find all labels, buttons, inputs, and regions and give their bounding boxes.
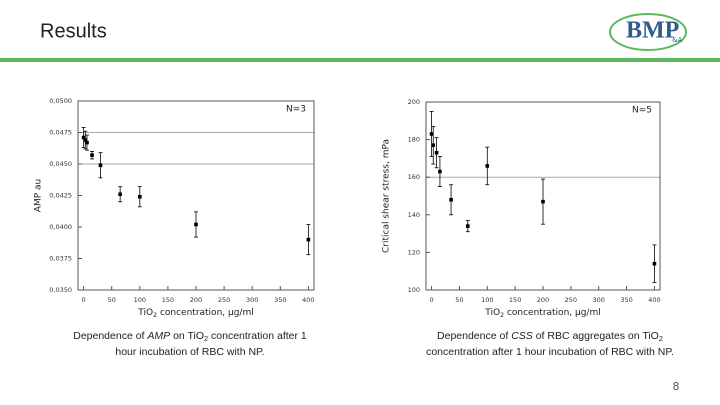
x-axis-title-part: TiO — [484, 308, 500, 318]
x-axis-title-part: concentration, μg/ml — [504, 308, 601, 318]
x-tick-label: 250 — [565, 296, 577, 304]
x-axis-title-part: 2 — [153, 312, 157, 319]
caption: hour incubation of RBC with NP. — [115, 346, 264, 358]
caption-part: 2 — [204, 334, 208, 343]
point — [434, 150, 439, 155]
title-rule — [0, 58, 720, 62]
x-tick-label: 0 — [82, 296, 86, 304]
x-tick-label: 300 — [246, 296, 258, 304]
caption-part: concentration after 1 hour incubation of… — [426, 346, 674, 358]
point — [465, 224, 470, 228]
y-tick-label: 120 — [408, 248, 420, 256]
y-axis-title: Critical shear stress, mPa — [382, 139, 392, 253]
y-tick-label: 0,0450 — [49, 160, 72, 168]
point — [85, 140, 89, 145]
caption-part: concentration after 1 — [208, 330, 307, 342]
y-tick-label: 0,0350 — [49, 286, 72, 294]
point — [81, 135, 86, 140]
caption-part: hour incubation of RBC with NP. — [115, 346, 264, 358]
y-tick-label: 0,0500 — [49, 97, 72, 105]
y-tick-label: 160 — [408, 173, 420, 181]
y-tick-label: 0,0400 — [49, 223, 72, 231]
y-tick-label: 0,0375 — [49, 255, 72, 263]
point — [118, 192, 122, 197]
x-tick-label: 50 — [108, 296, 116, 304]
logo: BMP — [626, 18, 679, 44]
point — [90, 153, 94, 157]
logo-suffix: &A — [672, 36, 682, 44]
x-tick-label: 100 — [481, 296, 493, 304]
point — [194, 222, 198, 227]
point — [138, 194, 142, 199]
y-tick-label: 100 — [408, 286, 420, 294]
x-tick-label: 50 — [455, 296, 463, 304]
y-tick-label: 200 — [408, 98, 420, 106]
caption: concentration after 1 hour incubation of… — [426, 346, 674, 358]
x-tick-label: 350 — [274, 296, 286, 304]
x-tick-label: 100 — [134, 296, 146, 304]
y-tick-label: 0,0475 — [49, 129, 72, 137]
point — [83, 138, 88, 142]
x-axis-title: TiO2 concentration, μg/ml — [137, 308, 253, 320]
point — [541, 199, 545, 204]
x-tick-label: 350 — [620, 296, 632, 304]
y-axis-title: AMP au — [34, 179, 44, 212]
x-tick-label: 400 — [302, 296, 314, 304]
x-axis-title-part: 2 — [500, 312, 504, 319]
point — [438, 169, 442, 174]
point — [449, 197, 453, 202]
x-tick-label: 0 — [430, 296, 434, 304]
x-tick-label: 200 — [190, 296, 202, 304]
annotation: N=5 — [632, 106, 652, 116]
caption: Dependence of CSS of RBC aggregates on T… — [437, 330, 663, 343]
x-axis-title-part: TiO — [137, 308, 153, 318]
slide-title: Results — [40, 20, 107, 42]
point — [485, 164, 490, 168]
annotation: N=3 — [286, 105, 306, 115]
point — [306, 237, 311, 242]
caption-part: of RBC aggregates on TiO — [533, 330, 659, 342]
caption-part: on TiO — [170, 330, 204, 342]
x-tick-label: 300 — [593, 296, 605, 304]
caption-part: CSS — [511, 330, 533, 342]
logo-ring — [609, 13, 687, 51]
caption-part: 2 — [659, 334, 663, 343]
caption-part: Dependence of — [73, 330, 147, 342]
x-tick-label: 400 — [648, 296, 660, 304]
caption: Dependence of AMP on TiO2 concentration … — [73, 330, 307, 343]
y-tick-label: 180 — [408, 136, 420, 144]
x-axis-title: TiO2 concentration, μg/ml — [484, 308, 600, 320]
caption-part: AMP — [146, 330, 170, 342]
caption-part: Dependence of — [437, 330, 511, 342]
point — [431, 143, 436, 148]
page-number: 8 — [673, 380, 680, 393]
point — [429, 132, 434, 136]
x-tick-label: 150 — [509, 296, 521, 304]
point — [652, 261, 657, 266]
y-tick-label: 0,0425 — [49, 192, 72, 200]
point — [98, 163, 103, 168]
x-tick-label: 150 — [162, 296, 174, 304]
x-tick-label: 200 — [537, 296, 549, 304]
x-axis-title-part: concentration, μg/ml — [157, 308, 254, 318]
y-tick-label: 140 — [408, 211, 420, 219]
x-tick-label: 250 — [218, 296, 230, 304]
